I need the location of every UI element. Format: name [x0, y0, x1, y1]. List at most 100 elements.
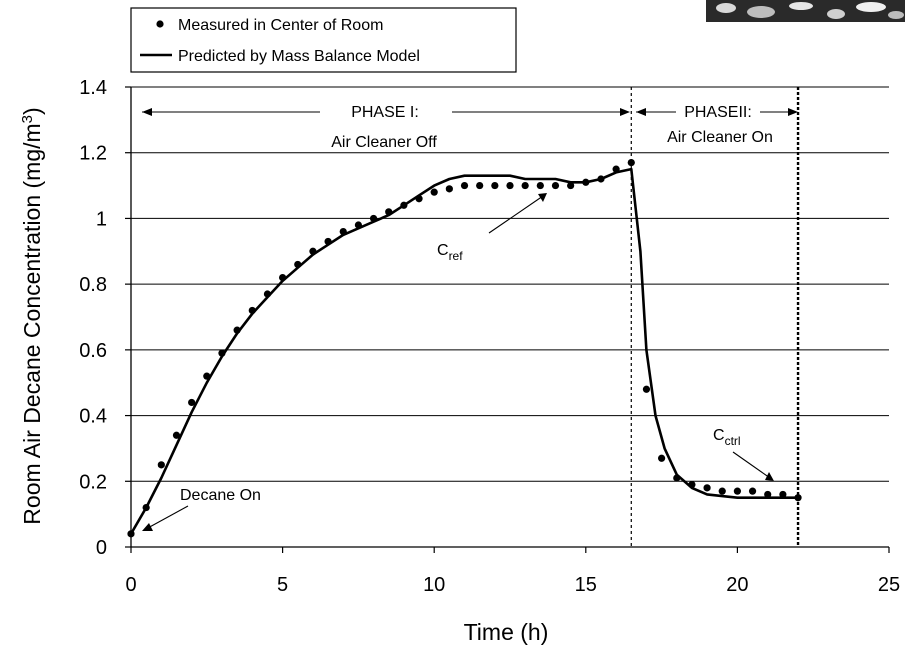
measured-point	[385, 208, 393, 216]
measured-point	[551, 181, 560, 190]
measured-point	[157, 461, 165, 469]
y-tick-labels: 0 0.2 0.4 0.6 0.8 1 1.2 1.4	[79, 77, 107, 559]
phase1-arrowhead-right	[620, 108, 630, 116]
cctrl-main: C	[713, 427, 725, 444]
measured-point	[369, 214, 378, 223]
y-tick-label-4: 0.8	[79, 274, 107, 296]
x-tick-label-4: 20	[726, 574, 748, 596]
measured-point	[248, 306, 256, 315]
phase2-sublabel: Air Cleaner On	[667, 129, 773, 146]
y-tick-label-5: 1	[96, 208, 107, 230]
predicted-line	[129, 167, 798, 535]
phase1-label: PHASE I:	[351, 104, 419, 121]
measured-point	[233, 326, 241, 334]
y-tick-label-7: 1.4	[79, 77, 107, 99]
measured-point	[506, 181, 514, 190]
measured-point	[127, 530, 135, 538]
measured-point	[521, 181, 529, 190]
measured-point	[415, 195, 423, 203]
y-axis-title-main: Room Air Decane Concentration (mg/m	[19, 123, 45, 524]
decane-on-arrowhead	[142, 523, 153, 531]
y-axis-title-close: )	[19, 107, 45, 115]
cctrl-sub: ctrl	[725, 434, 741, 448]
cref-label: Cref	[437, 242, 463, 263]
measured-point	[188, 398, 196, 407]
measured-point	[476, 181, 484, 190]
x-tick-label-5: 25	[878, 574, 900, 596]
x-tick-label-0: 0	[125, 574, 136, 596]
measured-point	[673, 474, 681, 482]
cref-main: C	[437, 242, 449, 259]
legend: Measured in Center of Room Predicted by …	[130, 7, 517, 73]
measured-point	[279, 273, 287, 282]
measured-point	[339, 227, 347, 236]
phase-divider-lines	[630, 87, 800, 547]
measured-point	[203, 372, 211, 380]
measured-point	[142, 503, 150, 512]
phase1-arrowhead-left	[142, 108, 152, 116]
measured-point	[627, 158, 635, 167]
measured-point	[703, 484, 711, 492]
phase-annotations: PHASE I: Air Cleaner Off PHASEII: Air Cl…	[142, 104, 798, 531]
measured-point	[460, 181, 469, 190]
y-tick-label-0: 0	[96, 537, 107, 559]
y-tick-label-6: 1.2	[79, 143, 107, 165]
measured-point	[309, 247, 317, 255]
measured-point	[582, 178, 590, 186]
measured-point	[779, 490, 787, 499]
axes	[125, 86, 890, 553]
x-tick-label-3: 15	[575, 574, 597, 596]
measured-point	[567, 181, 575, 190]
measured-point	[172, 431, 181, 439]
measured-point	[718, 487, 726, 495]
x-axis-title: Time (h)	[464, 619, 549, 645]
legend-label-predicted: Predicted by Mass Balance Model	[178, 48, 420, 65]
measured-point	[658, 454, 666, 462]
measured-point	[400, 201, 408, 209]
measured-point	[445, 185, 453, 193]
cref-arrow	[488, 195, 544, 234]
measured-point	[642, 385, 651, 393]
measured-point	[597, 175, 605, 183]
x-tick-label-2: 10	[423, 574, 445, 596]
measured-point	[612, 165, 620, 173]
y-axis-title: Room Air Decane Concentration (mg/m3)	[19, 107, 45, 524]
phase1-sublabel: Air Cleaner Off	[331, 134, 437, 151]
legend-marker-measured	[156, 20, 164, 28]
x-tick-label-1: 5	[277, 574, 288, 596]
y-tick-label-3: 0.6	[79, 340, 107, 362]
cctrl-arrowhead	[765, 472, 774, 481]
measured-point	[491, 181, 499, 190]
measured-point	[324, 237, 332, 246]
measured-point	[748, 487, 757, 495]
measured-point	[764, 490, 772, 499]
y-tick-label-1: 0.2	[79, 471, 107, 493]
measured-point	[794, 494, 802, 502]
phase2-label: PHASEII:	[684, 104, 752, 121]
measured-point	[263, 290, 272, 298]
phase2-arrowhead-left	[636, 108, 646, 116]
measured-point	[733, 487, 742, 495]
measured-points-series	[127, 158, 802, 538]
phase2-arrowhead-right	[788, 108, 798, 116]
x-tick-labels: 0 5 10 15 20 25	[125, 574, 900, 596]
cropped-photo-fragment	[706, 0, 905, 22]
measured-point	[294, 260, 302, 269]
predicted-line-series	[129, 167, 798, 535]
cctrl-label: Cctrl	[713, 427, 741, 448]
y-tick-label-2: 0.4	[79, 406, 107, 428]
measured-point	[354, 221, 362, 229]
measured-point	[430, 188, 438, 196]
y-axis-title-sup: 3	[19, 115, 36, 123]
cref-arrowhead	[538, 193, 547, 202]
gridlines	[131, 86, 889, 482]
measured-point	[218, 349, 226, 357]
cctrl-arrow	[732, 451, 771, 479]
decane-on-arrow	[145, 505, 189, 530]
measured-point	[688, 480, 696, 489]
legend-label-measured: Measured in Center of Room	[178, 17, 383, 34]
cref-sub: ref	[449, 249, 464, 263]
measured-point	[536, 181, 544, 190]
legend-box	[130, 7, 517, 73]
